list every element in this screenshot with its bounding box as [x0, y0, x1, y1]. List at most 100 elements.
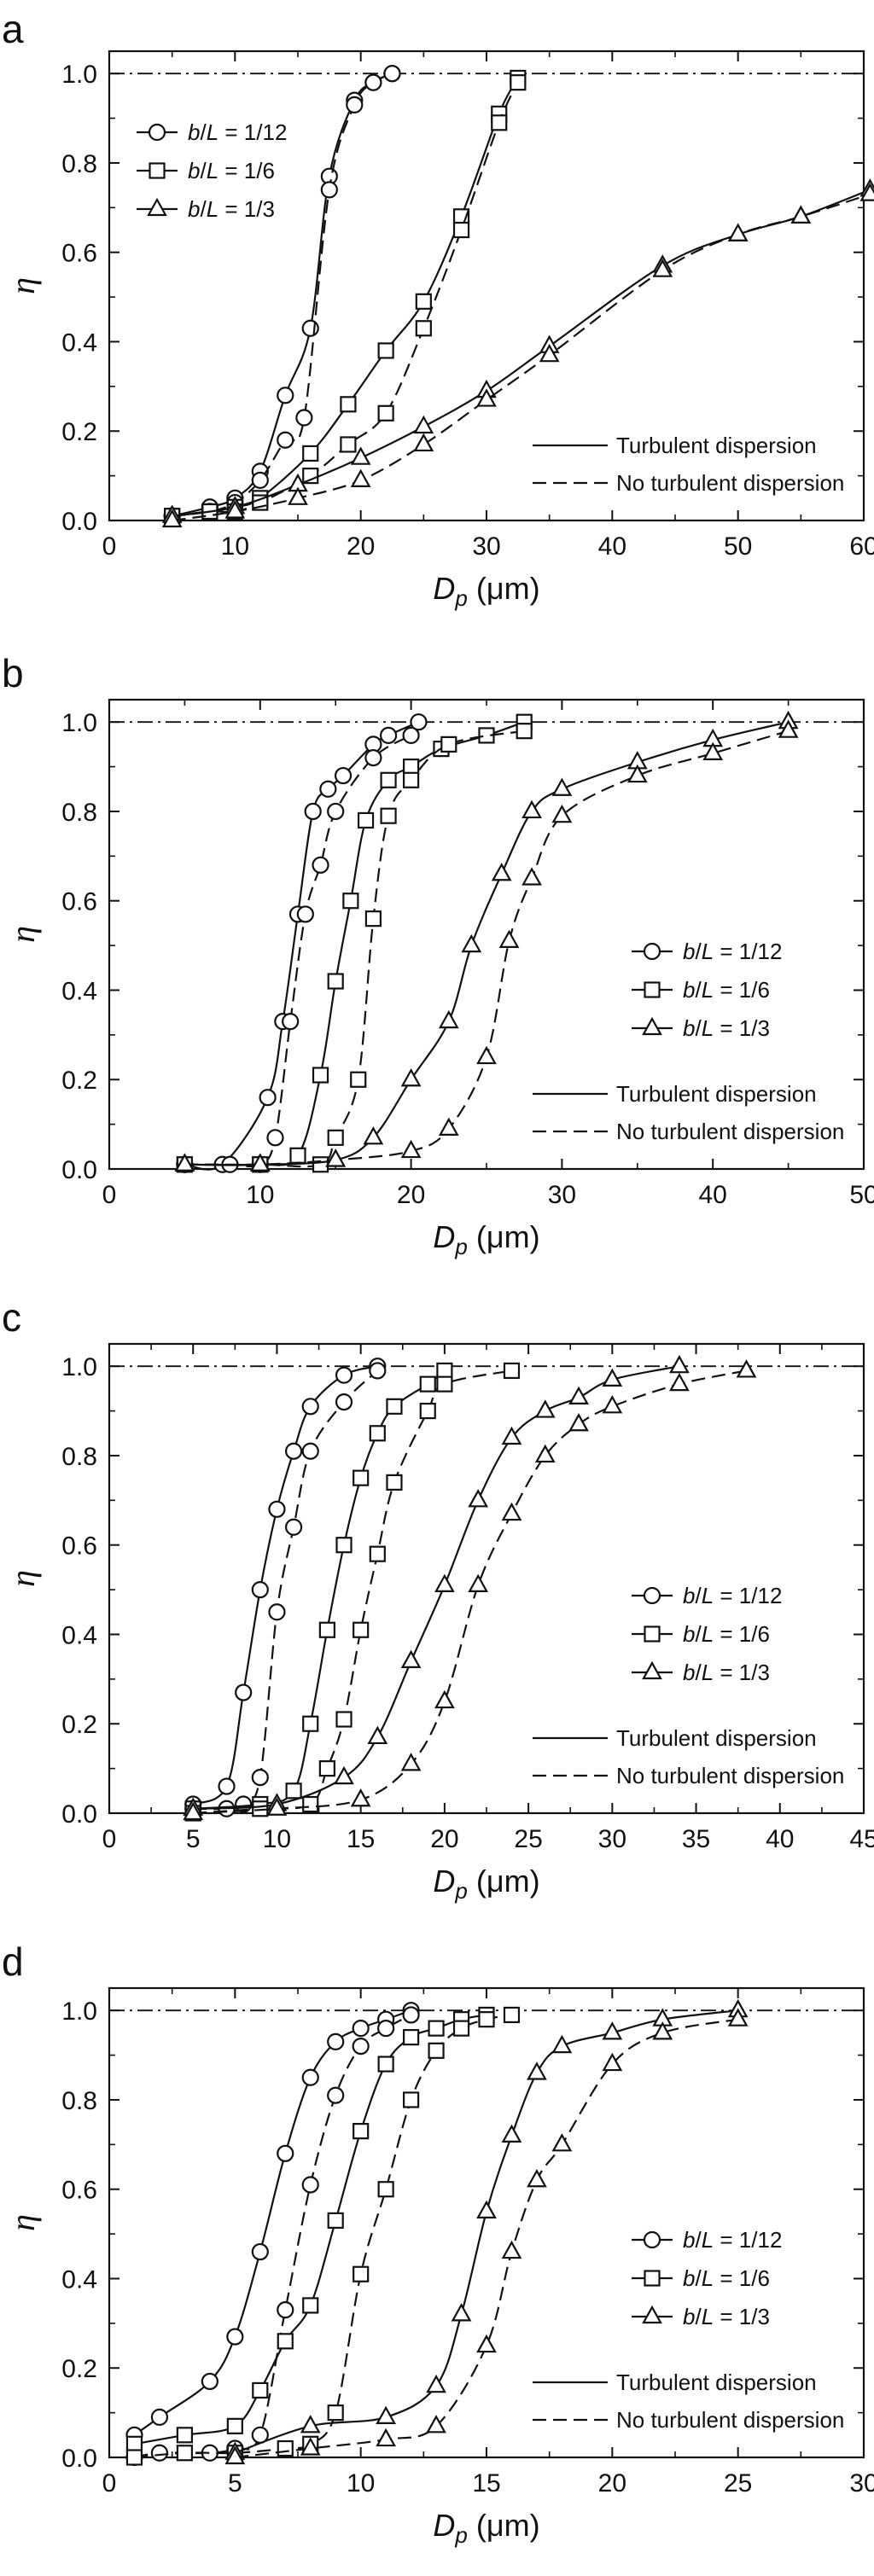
- data-point: [568, 1413, 589, 1432]
- data-point: [503, 1362, 521, 1380]
- series-line: [184, 730, 525, 1168]
- series-line: [134, 2014, 412, 2459]
- data-point: [413, 415, 434, 434]
- y-tick-label: 0.6: [61, 1532, 97, 1561]
- data-point: [150, 2408, 169, 2426]
- legend-label: b/L = 1/6: [683, 2265, 770, 2291]
- y-tick-label: 0.2: [61, 1067, 97, 1095]
- data-point: [268, 1500, 286, 1518]
- data-point: [476, 1045, 497, 1065]
- data-point: [353, 1469, 370, 1486]
- data-point: [369, 1545, 386, 1562]
- data-point: [476, 388, 497, 407]
- data-point: [468, 1573, 489, 1592]
- y-tick-label: 0.2: [61, 2355, 97, 2383]
- data-point: [277, 2301, 294, 2319]
- data-point: [602, 1368, 623, 1387]
- data-point: [334, 1765, 354, 1785]
- x-tick-label: 45: [849, 1825, 874, 1853]
- data-point: [125, 2449, 143, 2466]
- legend-marker: [643, 1586, 661, 1605]
- legend-marker: [147, 197, 167, 217]
- series-triangle-turbulent: [183, 1354, 690, 1816]
- data-point: [327, 973, 344, 990]
- x-tick-label: 10: [263, 1825, 291, 1853]
- data-point: [364, 748, 382, 767]
- data-point: [174, 1153, 195, 1172]
- data-point: [413, 433, 434, 452]
- data-point: [284, 1442, 303, 1460]
- data-point: [251, 2242, 269, 2261]
- y-tick-label: 0.6: [61, 240, 97, 268]
- data-point: [501, 2240, 522, 2259]
- data-point: [296, 905, 314, 923]
- series-line: [172, 189, 871, 517]
- y-tick-label: 0.4: [61, 1621, 97, 1649]
- data-point: [386, 1474, 403, 1491]
- data-point: [350, 446, 371, 465]
- data-point: [377, 2181, 394, 2198]
- data-point: [350, 1788, 371, 1807]
- legend-entry-circle: b/L = 1/12: [632, 939, 782, 964]
- series-square-turbulent: [125, 2006, 495, 2452]
- data-point: [377, 404, 394, 422]
- data-point: [436, 1362, 453, 1380]
- data-point: [602, 2052, 623, 2072]
- data-point: [312, 856, 329, 874]
- data-point: [859, 183, 874, 201]
- data-point: [434, 1689, 455, 1709]
- data-point: [277, 431, 294, 449]
- data-point: [476, 2200, 497, 2219]
- x-tick-label: 25: [514, 1825, 542, 1853]
- legend-entry-square: b/L = 1/6: [137, 158, 275, 183]
- series-line: [134, 2014, 512, 2459]
- legend-style-dashed: No turbulent dispersion: [533, 1763, 844, 1788]
- data-point: [266, 1129, 284, 1147]
- data-point: [226, 2417, 243, 2434]
- data-point: [150, 2444, 169, 2462]
- series-square-turbulent: [184, 1362, 453, 1817]
- legend-marker: [149, 162, 166, 179]
- series-square-none: [125, 2006, 521, 2466]
- data-point: [516, 723, 533, 740]
- data-point: [353, 2265, 370, 2282]
- data-point: [342, 893, 359, 910]
- series-line: [133, 2009, 411, 2436]
- legend-entry-square: b/L = 1/6: [632, 2265, 770, 2291]
- data-point: [451, 2303, 472, 2322]
- legend-marker: [644, 2270, 661, 2287]
- data-point: [312, 1067, 329, 1084]
- x-tick-label: 25: [724, 2469, 752, 2497]
- data-point: [436, 1375, 453, 1393]
- data-point: [369, 1362, 387, 1380]
- data-point: [400, 1753, 422, 1771]
- data-point: [652, 259, 673, 277]
- data-point: [669, 1372, 690, 1392]
- series-line: [193, 1369, 379, 1811]
- data-point: [403, 771, 420, 788]
- data-point: [380, 771, 397, 788]
- data-point: [318, 1760, 335, 1777]
- series-circle-turbulent: [184, 1358, 387, 1813]
- y-tick-label: 0.0: [61, 1156, 97, 1184]
- data-point: [327, 802, 345, 821]
- data-point: [727, 2008, 749, 2026]
- data-point: [551, 2034, 573, 2054]
- data-point: [218, 1777, 236, 1795]
- legend-entry-square: b/L = 1/6: [632, 1621, 770, 1647]
- y-tick-label: 0.2: [61, 1711, 97, 1739]
- data-point: [327, 2212, 344, 2229]
- data-point: [302, 445, 319, 462]
- legend-label: b/L = 1/6: [683, 977, 770, 1003]
- data-point: [251, 471, 269, 489]
- data-point: [428, 2042, 445, 2059]
- data-point: [377, 2020, 395, 2038]
- data-point: [527, 2168, 547, 2188]
- data-point: [277, 2439, 294, 2457]
- data-point: [521, 800, 542, 819]
- data-point: [652, 2021, 673, 2040]
- y-tick-label: 1.0: [61, 709, 97, 737]
- data-point: [327, 2086, 345, 2104]
- series-line: [184, 721, 419, 1171]
